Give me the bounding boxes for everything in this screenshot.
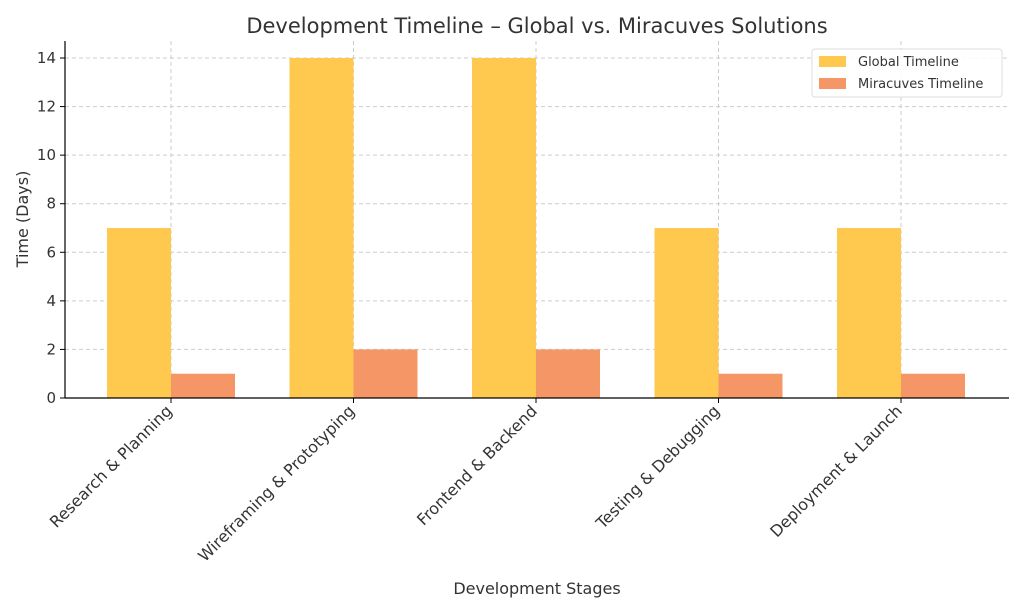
y-tick-label: 0 [46, 389, 56, 407]
y-ticks-layer: 0 2 4 6 8 10 12 14 [37, 49, 65, 407]
legend-swatch-miracuves [819, 78, 846, 89]
grid-layer [65, 41, 1009, 398]
y-tick-label: 8 [46, 195, 56, 213]
x-axis-label: Development Stages [453, 579, 620, 598]
axes-layer [64, 41, 1009, 399]
legend-box [811, 48, 1003, 98]
bar-global-5 [837, 228, 901, 398]
bar-miracuves-5 [901, 373, 965, 398]
y-tick-label: 10 [37, 146, 56, 164]
x-tick-label: Research & Planning [46, 401, 176, 531]
x-tick-label: Wireframing & Prototyping [194, 401, 358, 565]
y-tick-label: 4 [46, 292, 56, 310]
bar-miracuves-2 [353, 349, 418, 398]
bar-miracuves-4 [718, 373, 783, 398]
y-tick-label: 12 [37, 98, 56, 116]
bar-global-4 [654, 228, 719, 398]
legend-swatch-global [819, 56, 846, 67]
bar-miracuves-3 [536, 349, 600, 398]
bar-miracuves-1 [171, 373, 235, 398]
y-tick-label: 2 [46, 340, 56, 358]
y-tick-label: 14 [37, 49, 56, 67]
bars-layer [107, 58, 965, 398]
x-tick-label: Frontend & Backend [413, 401, 541, 529]
legend: Global Timeline Miracuves Timeline [811, 48, 1003, 98]
legend-label-miracuves: Miracuves Timeline [858, 77, 983, 92]
bar-global-2 [289, 58, 354, 398]
bar-global-3 [472, 58, 536, 398]
x-tick-label: Deployment & Launch [766, 401, 906, 541]
y-axis-label: Time (Days) [13, 171, 32, 269]
bar-global-1 [107, 228, 171, 398]
x-ticks-layer: Research & Planning Wireframing & Prototy… [46, 398, 906, 565]
chart-title: Development Timeline – Global vs. Miracu… [246, 14, 827, 38]
y-tick-label: 6 [46, 243, 56, 261]
legend-label-global: Global Timeline [858, 55, 959, 70]
x-tick-label: Testing & Debugging [592, 401, 724, 533]
